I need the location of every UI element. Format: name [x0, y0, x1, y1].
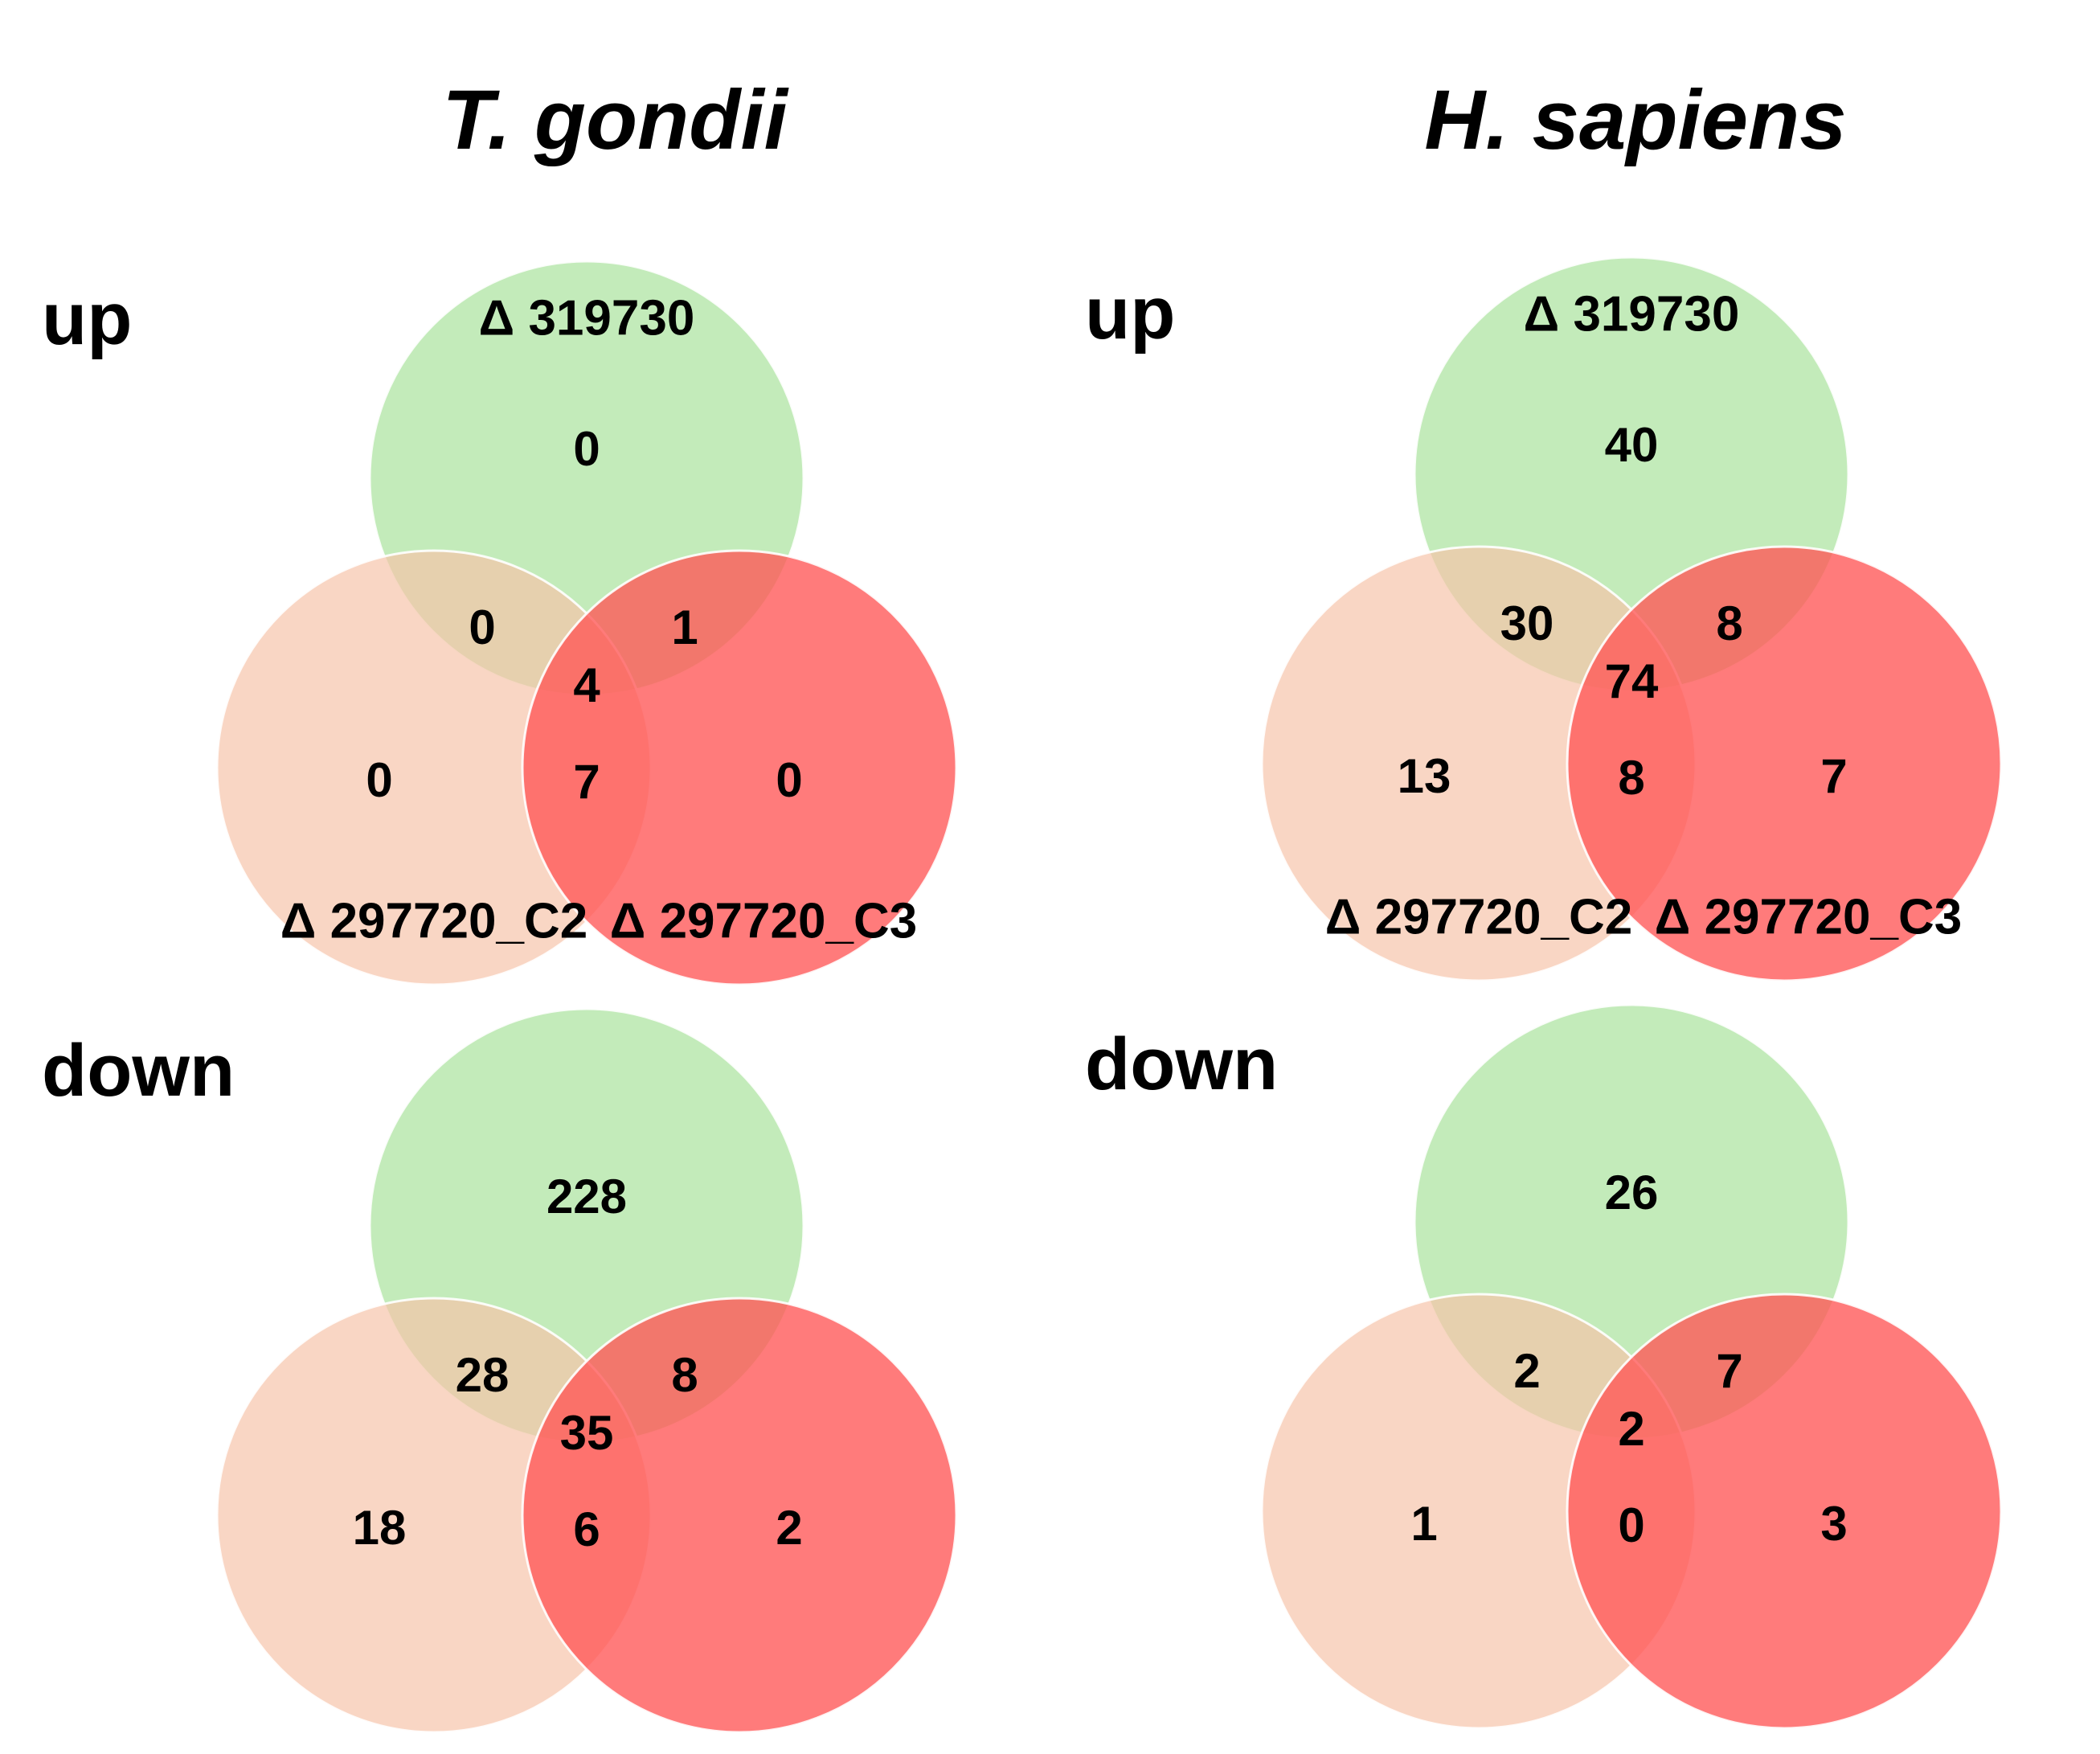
venn-tg-up: 0 0 1 4 0 7 0 Δ 319730 Δ 297720_C2 Δ 297720_C3 [215, 260, 958, 986]
set-c-circle [521, 1297, 958, 1734]
region-count-ab: 2 [1513, 1344, 1540, 1398]
row-label-up-left: up [42, 278, 133, 360]
region-count-abc: 35 [560, 1406, 614, 1460]
region-count-a: 0 [573, 422, 600, 476]
venn-hs-down: 26 2 7 2 1 0 3 [1260, 1003, 2003, 1730]
region-count-b: 13 [1398, 749, 1451, 803]
title-h-sapiens: H. sapiens [1424, 73, 1847, 167]
venn-hs-up: 40 30 8 74 13 8 7 Δ 319730 Δ 297720_C2 Δ 297720_C… [1260, 256, 2003, 982]
region-count-abc: 2 [1618, 1402, 1644, 1456]
region-count-ac: 8 [1716, 596, 1742, 650]
region-count-abc: 4 [573, 658, 600, 712]
set-label-b: Δ 297720_C2 [280, 893, 587, 949]
region-count-ab: 0 [469, 600, 495, 654]
row-label-up-right: up [1085, 273, 1176, 354]
region-count-b: 18 [353, 1501, 407, 1555]
region-count-ac: 8 [671, 1348, 698, 1402]
region-count-bc: 8 [1618, 751, 1644, 805]
region-count-bc: 6 [573, 1502, 600, 1556]
region-count-bc: 0 [1618, 1498, 1644, 1552]
region-count-b: 0 [366, 753, 392, 807]
set-label-b: Δ 297720_C2 [1325, 889, 1632, 945]
region-count-ab: 28 [456, 1348, 510, 1402]
set-c-circle [1566, 545, 2003, 982]
region-count-ac: 7 [1716, 1344, 1742, 1398]
region-count-c: 7 [1820, 749, 1847, 803]
set-c-circle [521, 549, 958, 986]
row-label-down-right: down [1085, 1023, 1279, 1105]
set-label-a: Δ 319730 [1524, 286, 1740, 342]
region-count-bc: 7 [573, 755, 600, 809]
region-count-a: 26 [1605, 1166, 1659, 1219]
set-label-c: Δ 297720_C3 [1655, 889, 1962, 945]
region-count-c: 0 [776, 753, 802, 807]
row-label-down-left: down [42, 1030, 235, 1112]
region-count-c: 2 [776, 1501, 802, 1555]
region-count-a: 40 [1605, 418, 1659, 472]
set-c-circle [1566, 1293, 2003, 1730]
region-count-c: 3 [1820, 1497, 1847, 1551]
region-count-b: 1 [1410, 1497, 1437, 1551]
region-count-a: 228 [546, 1170, 627, 1223]
set-label-c: Δ 297720_C3 [610, 893, 917, 949]
set-label-a: Δ 319730 [479, 290, 695, 346]
venn-tg-down: 228 28 8 35 18 6 2 [215, 1007, 958, 1734]
region-count-abc: 74 [1605, 654, 1659, 708]
region-count-ac: 1 [671, 600, 698, 654]
region-count-ab: 30 [1500, 596, 1554, 650]
title-t-gondii: T. gondii [442, 73, 788, 167]
